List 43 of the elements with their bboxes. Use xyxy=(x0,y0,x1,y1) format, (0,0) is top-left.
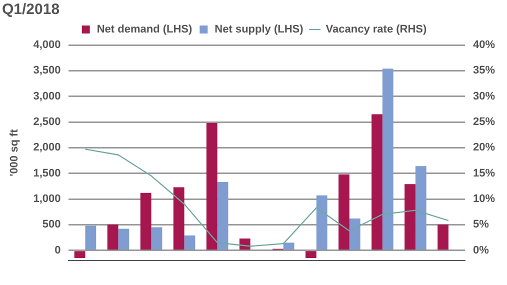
bar xyxy=(74,251,86,258)
bar xyxy=(173,187,184,250)
y2-tick-label: 15% xyxy=(472,167,496,180)
bar xyxy=(184,235,196,250)
y-tick-label: 1,500 xyxy=(33,167,61,180)
bar xyxy=(107,224,118,250)
bar xyxy=(217,182,228,250)
bar xyxy=(415,166,426,250)
bar xyxy=(206,123,218,250)
legend-label: Net demand (LHS) xyxy=(96,24,193,36)
bar xyxy=(151,227,162,250)
bar xyxy=(438,224,448,250)
bar xyxy=(316,195,328,250)
bar xyxy=(404,184,416,250)
y-axis-title: '000 sq ft xyxy=(8,128,21,176)
y-tick-label: 3,000 xyxy=(33,90,61,102)
bar xyxy=(283,242,294,250)
bar xyxy=(85,226,96,250)
y2-tick-label: 5% xyxy=(472,218,490,231)
bar xyxy=(349,218,360,250)
y-tick-label: 1,000 xyxy=(33,193,61,206)
y2-tick-label: 35% xyxy=(472,64,496,77)
bar xyxy=(305,251,316,258)
bar xyxy=(372,114,382,250)
bar xyxy=(338,174,350,250)
bar xyxy=(382,68,394,250)
legend-label: Vacancy rate (RHS) xyxy=(326,24,427,36)
y-tick-label: 2,500 xyxy=(33,116,61,128)
y2-tick-label: 25% xyxy=(472,116,496,128)
y2-tick-label: 10% xyxy=(472,193,496,206)
bar xyxy=(118,228,130,250)
y-tick-label: 2,000 xyxy=(33,142,61,154)
chart-title: Q1/2018 xyxy=(2,1,60,18)
y2-tick-label: 40% xyxy=(472,39,496,52)
bar xyxy=(140,192,152,250)
legend-label: Net supply (LHS) xyxy=(214,24,304,36)
y-tick-label: 500 xyxy=(42,218,61,231)
y-tick-label: 3,500 xyxy=(33,64,61,77)
y-tick-label: 0 xyxy=(54,244,61,256)
y2-tick-label: 20% xyxy=(472,142,496,154)
y2-tick-label: 0% xyxy=(472,244,490,256)
y2-tick-label: 30% xyxy=(472,90,496,102)
y-tick-label: 4,000 xyxy=(33,39,61,52)
